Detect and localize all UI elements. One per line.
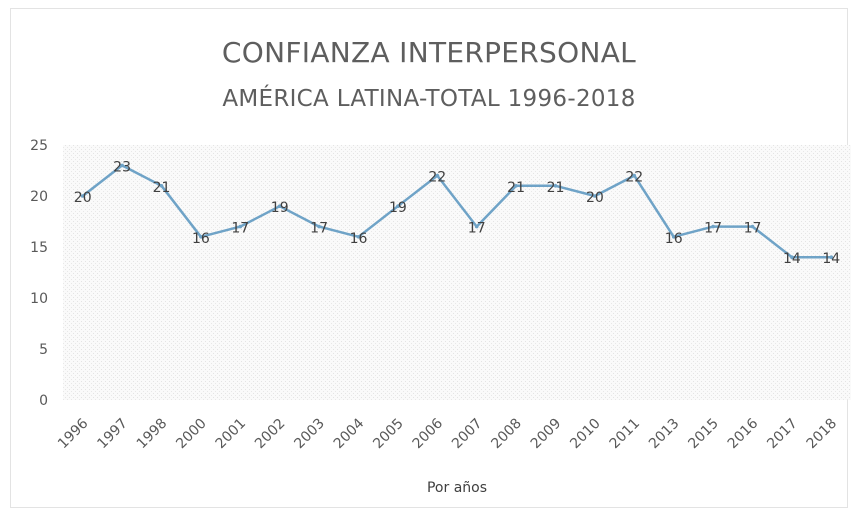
x-tick-label: 1996 (55, 415, 92, 452)
x-tick-label: 2017 (764, 416, 801, 453)
data-point (514, 184, 518, 188)
data-label: 16 (192, 231, 210, 247)
data-point (159, 184, 164, 188)
data-point (435, 173, 440, 178)
x-tick-label: 2003 (291, 416, 328, 453)
data-point (317, 224, 321, 229)
data-label: 17 (744, 221, 762, 237)
data-label: 22 (428, 170, 446, 186)
x-axis-label: Por años (427, 480, 487, 496)
y-tick-label: 25 (30, 138, 48, 154)
data-label: 17 (468, 221, 486, 237)
data-label: 16 (665, 231, 683, 247)
data-label: 20 (586, 190, 604, 206)
data-point (277, 204, 282, 208)
x-tick-label: 2015 (685, 416, 722, 453)
series-line (81, 164, 833, 259)
data-label: 14 (783, 251, 801, 267)
x-tick-label: 1997 (94, 416, 131, 453)
data-label: 17 (310, 221, 328, 237)
data-label: 21 (153, 180, 171, 196)
data-point (396, 204, 400, 208)
x-tick-label: 2001 (213, 416, 250, 453)
x-tick-label: 2018 (804, 416, 841, 453)
x-tick-label: 2010 (567, 416, 604, 453)
x-tick-label: 2016 (725, 415, 762, 452)
y-tick-label: 15 (30, 240, 48, 256)
data-label: 23 (113, 159, 131, 175)
plot-area (63, 145, 851, 400)
x-tick-label: 1998 (134, 416, 171, 453)
x-tick-label: 2008 (488, 416, 525, 453)
data-point (120, 163, 124, 168)
data-point (474, 224, 479, 229)
x-tick-label: 2004 (331, 415, 368, 452)
x-tick-label: 2013 (646, 416, 683, 453)
data-point (790, 255, 794, 259)
data-label: 14 (822, 251, 840, 267)
data-point (553, 184, 558, 188)
chart-title: CONFIANZA INTERPERSONAL (221, 36, 637, 69)
data-label: 21 (507, 180, 525, 196)
data-label: 16 (350, 231, 368, 247)
x-tick-label: 2009 (528, 416, 565, 453)
data-point (671, 235, 676, 239)
chart-subtitle: AMÉRICA LATINA-TOTAL 1996-2018 (222, 86, 636, 112)
x-tick-label: 2002 (252, 416, 289, 453)
x-tick-label: 2005 (370, 416, 407, 453)
data-label: 22 (625, 170, 643, 186)
data-label: 19 (271, 200, 289, 216)
y-tick-label: 20 (30, 189, 48, 205)
data-point (711, 224, 715, 229)
data-point (199, 235, 203, 239)
data-point (593, 194, 597, 198)
data-label: 17 (231, 221, 249, 237)
y-tick-label: 0 (39, 393, 48, 409)
y-tick-label: 5 (39, 342, 48, 358)
data-point (829, 255, 834, 259)
data-label: 21 (547, 180, 565, 196)
data-point (632, 173, 637, 178)
data-point (750, 224, 755, 229)
y-tick-label: 10 (30, 291, 48, 307)
data-label: 20 (74, 190, 92, 206)
x-tick-label: 2000 (173, 416, 210, 453)
x-tick-label: 2006 (410, 415, 447, 452)
data-label: 17 (704, 221, 722, 237)
data-point (356, 235, 361, 239)
data-point (80, 194, 85, 198)
x-tick-label: 2011 (607, 416, 644, 453)
x-tick-label: 2007 (449, 416, 486, 453)
data-point (238, 224, 243, 229)
data-label: 19 (389, 200, 407, 216)
